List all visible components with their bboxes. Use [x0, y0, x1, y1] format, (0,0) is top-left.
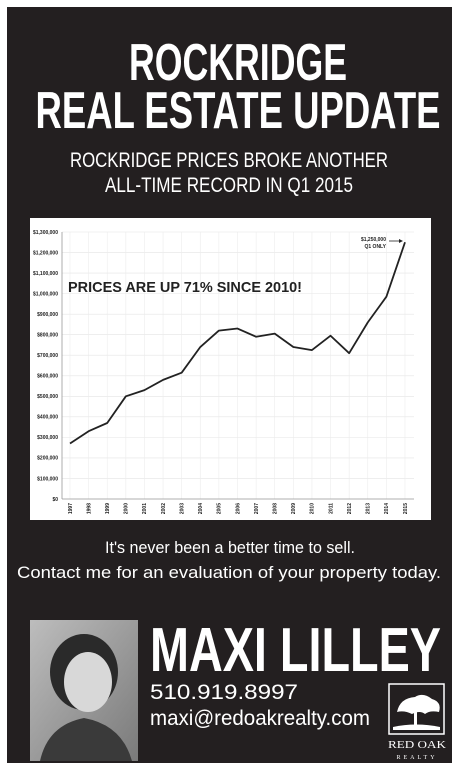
agent-photo — [30, 620, 138, 761]
y-tick-label: $1,000,000 — [33, 291, 58, 297]
x-tick-label: 2006 — [235, 503, 241, 514]
y-tick-label: $1,300,000 — [33, 230, 58, 236]
logo-tagline: REALTY — [396, 755, 437, 761]
message-line: Contact me for an evaluation of your pro… — [17, 563, 441, 582]
subtitle-line: ALL-TIME RECORD IN Q1 2015 — [105, 174, 353, 197]
agent-name: MAXI LILLEY — [150, 616, 441, 685]
y-tick-label: $800,000 — [37, 332, 58, 338]
y-tick-label: $900,000 — [37, 312, 58, 318]
message-line: It's never been a better time to sell. — [105, 538, 355, 557]
x-tick-label: 2013 — [366, 503, 372, 514]
x-tick-label: 1998 — [86, 503, 92, 514]
flyer: ROCKRIDGE REAL ESTATE UPDATE ROCKRIDGE P… — [0, 0, 459, 770]
x-tick-label: 2014 — [384, 503, 390, 514]
subtitle-line: ROCKRIDGE PRICES BROKE ANOTHER — [70, 149, 388, 172]
x-tick-label: 2007 — [254, 503, 260, 514]
x-tick-label: 2008 — [273, 503, 279, 514]
x-tick-label: 2005 — [217, 503, 223, 514]
x-tick-label: 2004 — [198, 503, 204, 514]
x-tick-label: 2002 — [161, 503, 167, 514]
y-tick-label: $300,000 — [37, 435, 58, 441]
x-tick-label: 2010 — [310, 503, 316, 514]
y-tick-label: $600,000 — [37, 374, 58, 380]
y-tick-label: $100,000 — [37, 476, 58, 482]
title-line: REAL ESTATE UPDATE — [36, 82, 441, 140]
y-tick-label: $400,000 — [37, 415, 58, 421]
chart-panel — [30, 218, 431, 520]
agent-email: maxi@redoakrealty.com — [150, 707, 370, 730]
x-tick-label: 2012 — [347, 503, 353, 514]
x-tick-label: 2001 — [142, 503, 148, 514]
logo-name: RED OAK — [388, 739, 446, 751]
x-tick-label: 1997 — [68, 503, 74, 514]
x-tick-label: 2015 — [403, 503, 409, 514]
x-tick-label: 2003 — [179, 503, 185, 514]
x-tick-label: 2009 — [291, 503, 297, 514]
chart-headline: PRICES ARE UP 71% SINCE 2010! — [68, 279, 302, 296]
y-tick-label: $700,000 — [37, 353, 58, 359]
y-tick-label: $200,000 — [37, 456, 58, 462]
agent-phone: 510.919.8997 — [150, 681, 298, 704]
annotation: Q1 ONLY — [365, 244, 387, 250]
x-tick-label: 1999 — [105, 503, 111, 514]
y-tick-label: $1,200,000 — [33, 250, 58, 256]
x-tick-label: 2000 — [124, 503, 130, 514]
x-tick-label: 2011 — [328, 503, 334, 514]
y-tick-label: $500,000 — [37, 394, 58, 400]
y-tick-label: $1,100,000 — [33, 271, 58, 277]
y-tick-label: $0 — [52, 497, 58, 503]
annotation: $1,250,000 — [361, 237, 386, 243]
